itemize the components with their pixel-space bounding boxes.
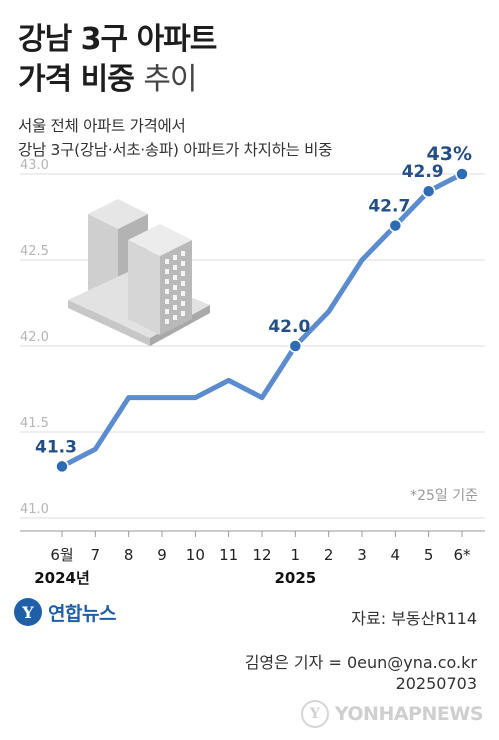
x-tick-label: 6* [453, 546, 471, 564]
title-line-1: 강남 3구 아파트 [18, 22, 217, 57]
data-label: 42.9 [402, 162, 444, 182]
building-window [173, 265, 177, 270]
x-tick-label: 3 [357, 546, 367, 564]
building-window [181, 301, 185, 306]
building-window [181, 251, 185, 256]
building-window [181, 271, 185, 276]
y-tick-label: 41.5 [20, 416, 49, 431]
data-point-marker [421, 184, 436, 198]
watermark: Y YONHAPNEWS [300, 700, 484, 728]
data-label: 41.3 [35, 437, 77, 457]
y-tick-label: 42.0 [20, 330, 49, 345]
building-window [165, 319, 169, 324]
x-tick-label: 8 [124, 546, 134, 564]
x-tick-label: 6월 [50, 546, 73, 564]
building-window [173, 255, 177, 260]
reporter-contact: 김영은 기자 = 0eun@yna.co.kr [244, 653, 477, 672]
x-tick-label: 5 [424, 546, 434, 564]
building-window [181, 261, 185, 266]
building-window [181, 281, 185, 286]
data-label: 42.0 [268, 317, 310, 337]
building-window [165, 299, 169, 304]
x-tick-label: 7 [91, 546, 101, 564]
yonhap-logo-icon: Y [14, 598, 42, 626]
x-tick-label: 2 [324, 546, 334, 564]
x-tick-label: 4 [391, 546, 401, 564]
y-tick-label: 41.0 [20, 502, 49, 517]
data-label: 42.7 [368, 197, 410, 217]
yonhap-logo: Y 연합뉴스 [14, 598, 116, 626]
building-window [173, 285, 177, 290]
subtitle-line-1: 서울 전체 아파트 가격에서 [18, 117, 186, 135]
chart-note: *25일 기준 [410, 488, 478, 504]
title-line-2-light: 추이 [143, 62, 197, 97]
x-tick-label: 10 [186, 546, 205, 564]
chart-subtitle: 서울 전체 아파트 가격에서 강남 3구(강남·서초·송파) 아파트가 차지하는… [18, 114, 332, 162]
building-window [165, 289, 169, 294]
building-window [173, 295, 177, 300]
building-window [173, 315, 177, 320]
year-label: 2025 [274, 569, 316, 587]
data-label: 43% [427, 143, 472, 165]
data-point-marker [288, 339, 303, 353]
x-tick-label: 1 [291, 546, 301, 564]
reporter-credit: 김영은 기자 = 0eun@yna.co.kr 20250703 [245, 652, 477, 694]
y-tick-label: 42.5 [20, 244, 49, 259]
building-window [181, 311, 185, 316]
building-window [165, 269, 169, 274]
building-window [173, 305, 177, 310]
logo-text: 연합뉴스 [48, 602, 116, 625]
building-window [165, 279, 169, 284]
x-tick-label: 12 [252, 546, 271, 564]
year-label: 2024년 [34, 569, 90, 587]
building-window [173, 275, 177, 280]
data-point-marker [388, 218, 403, 233]
line-chart: 41.041.542.042.543.06월 7 8 9 10 11 12 1 2 3 4 5 6*20… [20, 143, 485, 587]
chart-title: 강남 3구 아파트 가격 비중 추이 [18, 20, 217, 100]
apartment-building-illustration [68, 199, 210, 346]
x-tick-label: 9 [157, 546, 167, 564]
y-tick-label: 43.0 [20, 158, 49, 173]
title-line-2-bold: 가격 비중 [18, 62, 135, 97]
data-point-marker [55, 459, 69, 474]
x-tick-label: 11 [219, 546, 238, 564]
watermark-logo-icon: Y [300, 700, 329, 728]
building-window [165, 309, 169, 314]
publish-date: 20250703 [395, 674, 477, 693]
building-window [165, 259, 169, 264]
data-source: 자료: 부동산R114 [351, 609, 477, 628]
watermark-text: YONHAPNEWS [334, 703, 484, 725]
building-window [181, 291, 185, 296]
data-point-marker [455, 167, 469, 181]
subtitle-line-2: 강남 3구(강남·서초·송파) 아파트가 차지하는 비중 [18, 141, 333, 159]
